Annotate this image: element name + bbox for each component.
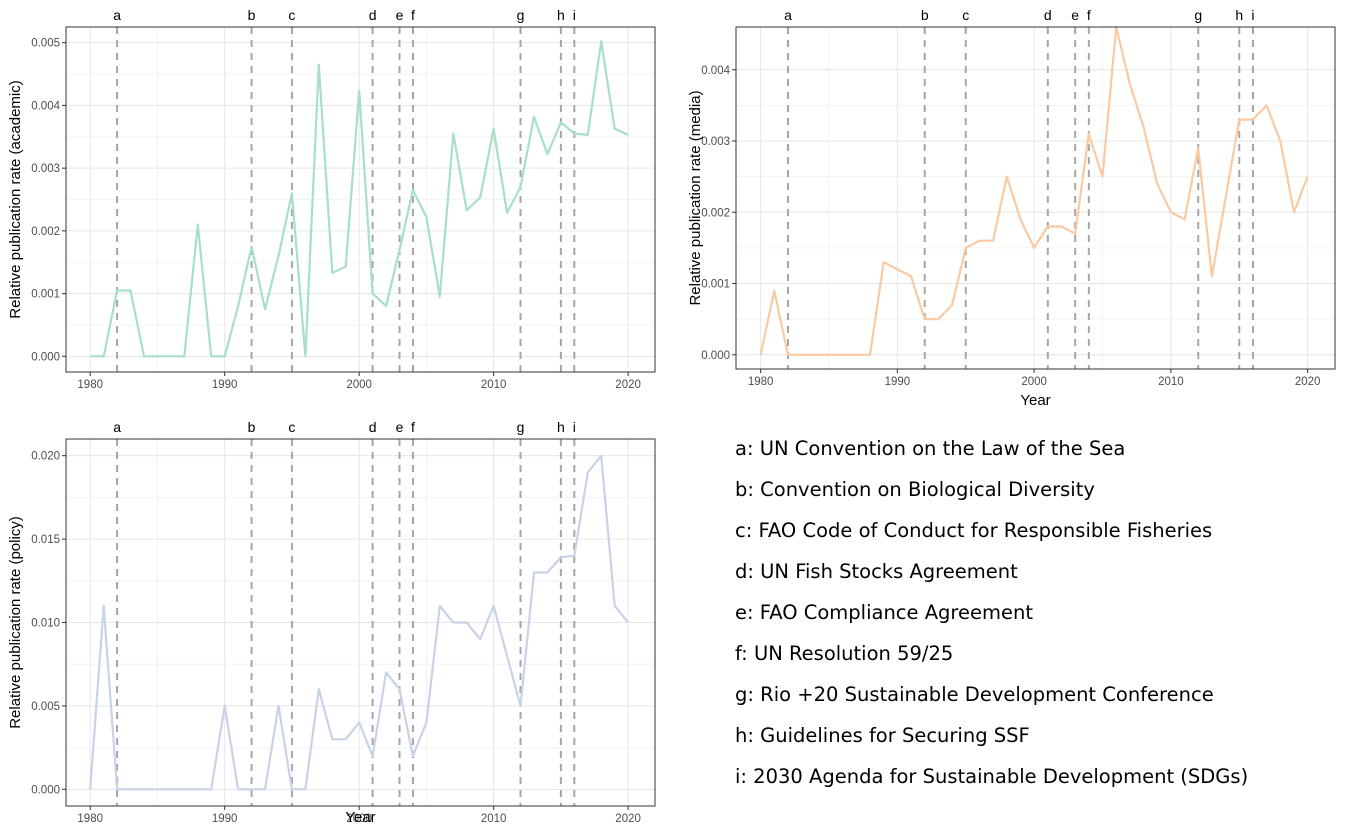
plot-border — [65, 26, 656, 373]
x-tick-label: 2020 — [1295, 376, 1321, 388]
event-label-c: c — [962, 7, 969, 23]
y-axis-label: Relative publication rate (media) — [687, 90, 704, 305]
event-label-c: c — [288, 419, 295, 435]
event-label-d: d — [1044, 7, 1052, 23]
x-tick-label: 2020 — [615, 813, 641, 825]
legend-item-h: h: Guidelines for Securing SSF — [735, 724, 1030, 747]
event-label-a: a — [784, 7, 792, 23]
x-tick-label: 2010 — [1158, 376, 1184, 388]
legend-item-d: d: UN Fish Stocks Agreement — [735, 560, 1018, 583]
event-legend: a: UN Convention on the Law of the Sea b… — [735, 428, 1335, 797]
event-label-a: a — [113, 419, 121, 435]
series-line — [90, 40, 629, 358]
y-tick-label: 0.003 — [701, 136, 730, 148]
y-tick-label: 0.004 — [701, 65, 730, 77]
legend-item-g: g: Rio +20 Sustainable Development Confe… — [735, 683, 1214, 706]
x-tick-label: 1980 — [77, 813, 103, 825]
y-axis-label: Relative publication rate (academic) — [7, 80, 24, 318]
legend-item-a: a: UN Convention on the Law of the Sea — [735, 437, 1126, 460]
y-tick-label: 0.015 — [31, 534, 60, 546]
event-label-i: i — [573, 419, 576, 435]
y-tick-label: 0.000 — [31, 784, 60, 796]
event-label-g: g — [517, 419, 525, 435]
event-label-b: b — [921, 7, 929, 23]
media-chart: a b c d e f g h i 1980 1990 2000 2010 2020 0.000 0.001 0… — [687, 7, 1336, 409]
x-axis-label: Year — [345, 809, 375, 826]
y-tick-label: 0.001 — [701, 279, 730, 291]
event-label-f: f — [411, 7, 415, 23]
x-tick-label: 1990 — [212, 813, 238, 825]
event-label-b: b — [248, 419, 256, 435]
y-axis-label: Relative publication rate (policy) — [7, 516, 24, 729]
y-tick-label: 0.002 — [701, 207, 730, 219]
y-tick-label: 0.001 — [31, 289, 60, 301]
x-tick-label: 2000 — [346, 379, 372, 391]
legend-item-b: b: Convention on Biological Diversity — [735, 478, 1095, 501]
series-line — [89, 454, 629, 791]
x-tick-label: 2000 — [1021, 376, 1047, 388]
event-label-h: h — [1235, 7, 1243, 23]
academic-chart: a b c d e f g h i 1980 1990 2000 2010 2020 0.000 0.001 0… — [7, 7, 656, 391]
plot-border — [735, 26, 1336, 370]
event-label-d: d — [369, 419, 377, 435]
x-tick-label: 1980 — [748, 376, 774, 388]
event-label-b: b — [248, 7, 256, 23]
y-tick-label: 0.020 — [31, 451, 60, 463]
event-label-e: e — [396, 7, 404, 23]
x-tick-label: 2010 — [481, 379, 507, 391]
event-label-f: f — [411, 419, 415, 435]
x-tick-label: 2020 — [615, 379, 641, 391]
event-label-e: e — [396, 419, 404, 435]
policy-chart: a b c d e f g h i 1980 1990 2000 2010 2020 0.000 0.005 0… — [7, 419, 656, 826]
x-tick-label: 2000 — [346, 813, 372, 825]
event-label-a: a — [113, 7, 121, 23]
y-tick-label: 0.003 — [31, 163, 60, 175]
series-line — [759, 25, 1309, 356]
legend-item-e: e: FAO Compliance Agreement — [735, 601, 1034, 624]
event-label-h: h — [557, 419, 565, 435]
event-label-e: e — [1071, 7, 1079, 23]
event-label-c: c — [288, 7, 295, 23]
x-tick-label: 1990 — [885, 376, 911, 388]
event-label-g: g — [517, 7, 525, 23]
legend-item-i: i: 2030 Agenda for Sustainable Developme… — [735, 765, 1249, 788]
event-label-i: i — [1251, 7, 1254, 23]
y-tick-label: 0.010 — [31, 618, 60, 630]
legend-item-f: f: UN Resolution 59/25 — [735, 642, 954, 665]
legend-item-c: c: FAO Code of Conduct for Responsible F… — [735, 519, 1213, 542]
y-tick-label: 0.005 — [31, 38, 60, 50]
x-axis-label: Year — [1020, 392, 1050, 409]
y-tick-label: 0.002 — [31, 226, 60, 238]
event-label-i: i — [573, 7, 576, 23]
x-tick-label: 1980 — [77, 379, 103, 391]
event-label-f: f — [1087, 7, 1091, 23]
y-tick-label: 0.004 — [31, 100, 60, 112]
y-tick-label: 0.000 — [31, 351, 60, 363]
event-label-h: h — [557, 7, 565, 23]
event-label-d: d — [369, 7, 377, 23]
y-tick-label: 0.005 — [31, 701, 60, 713]
x-tick-label: 2010 — [481, 813, 507, 825]
x-tick-label: 1990 — [212, 379, 238, 391]
event-label-g: g — [1194, 7, 1202, 23]
y-tick-label: 0.000 — [701, 350, 730, 362]
